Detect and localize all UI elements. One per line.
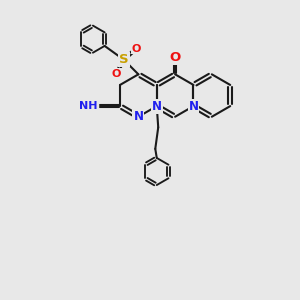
Text: N: N (152, 100, 162, 112)
Text: S: S (119, 53, 129, 66)
Text: O: O (169, 51, 181, 64)
Text: N: N (188, 100, 199, 112)
Text: N: N (134, 110, 143, 123)
Text: NH: NH (79, 101, 98, 111)
Text: O: O (112, 69, 121, 79)
Text: O: O (131, 44, 141, 54)
